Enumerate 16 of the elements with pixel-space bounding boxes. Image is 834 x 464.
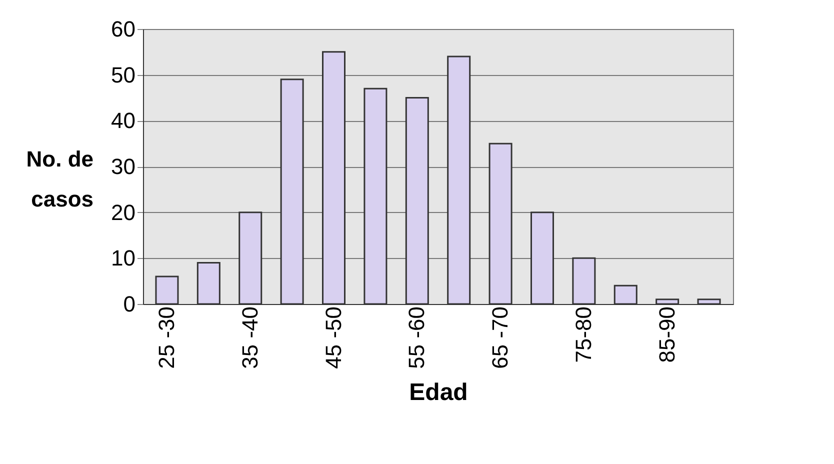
x-tick-label: 45 -50 [320,306,346,369]
x-tick-label: 65 -70 [488,306,513,369]
y-axis-title: No. de casos [26,146,94,212]
y-tick-label: 50 [111,62,136,88]
x-tick-label: 25 -30 [154,306,179,369]
x-tick-label: 55 -60 [404,306,430,369]
y-tick-label: 30 [111,154,136,179]
y-tick-label: 60 [111,16,136,42]
x-tick-label: 75-80 [570,306,596,363]
y-tick-label: 10 [111,246,136,271]
y-tick-label: 0 [123,292,136,316]
x-tick-label: 85-90 [654,306,680,363]
y-tick-label: 40 [111,108,136,134]
y-tick-label: 20 [111,200,136,225]
x-axis-title: Edad [409,378,468,406]
x-tick-label: 35 -40 [237,306,262,369]
